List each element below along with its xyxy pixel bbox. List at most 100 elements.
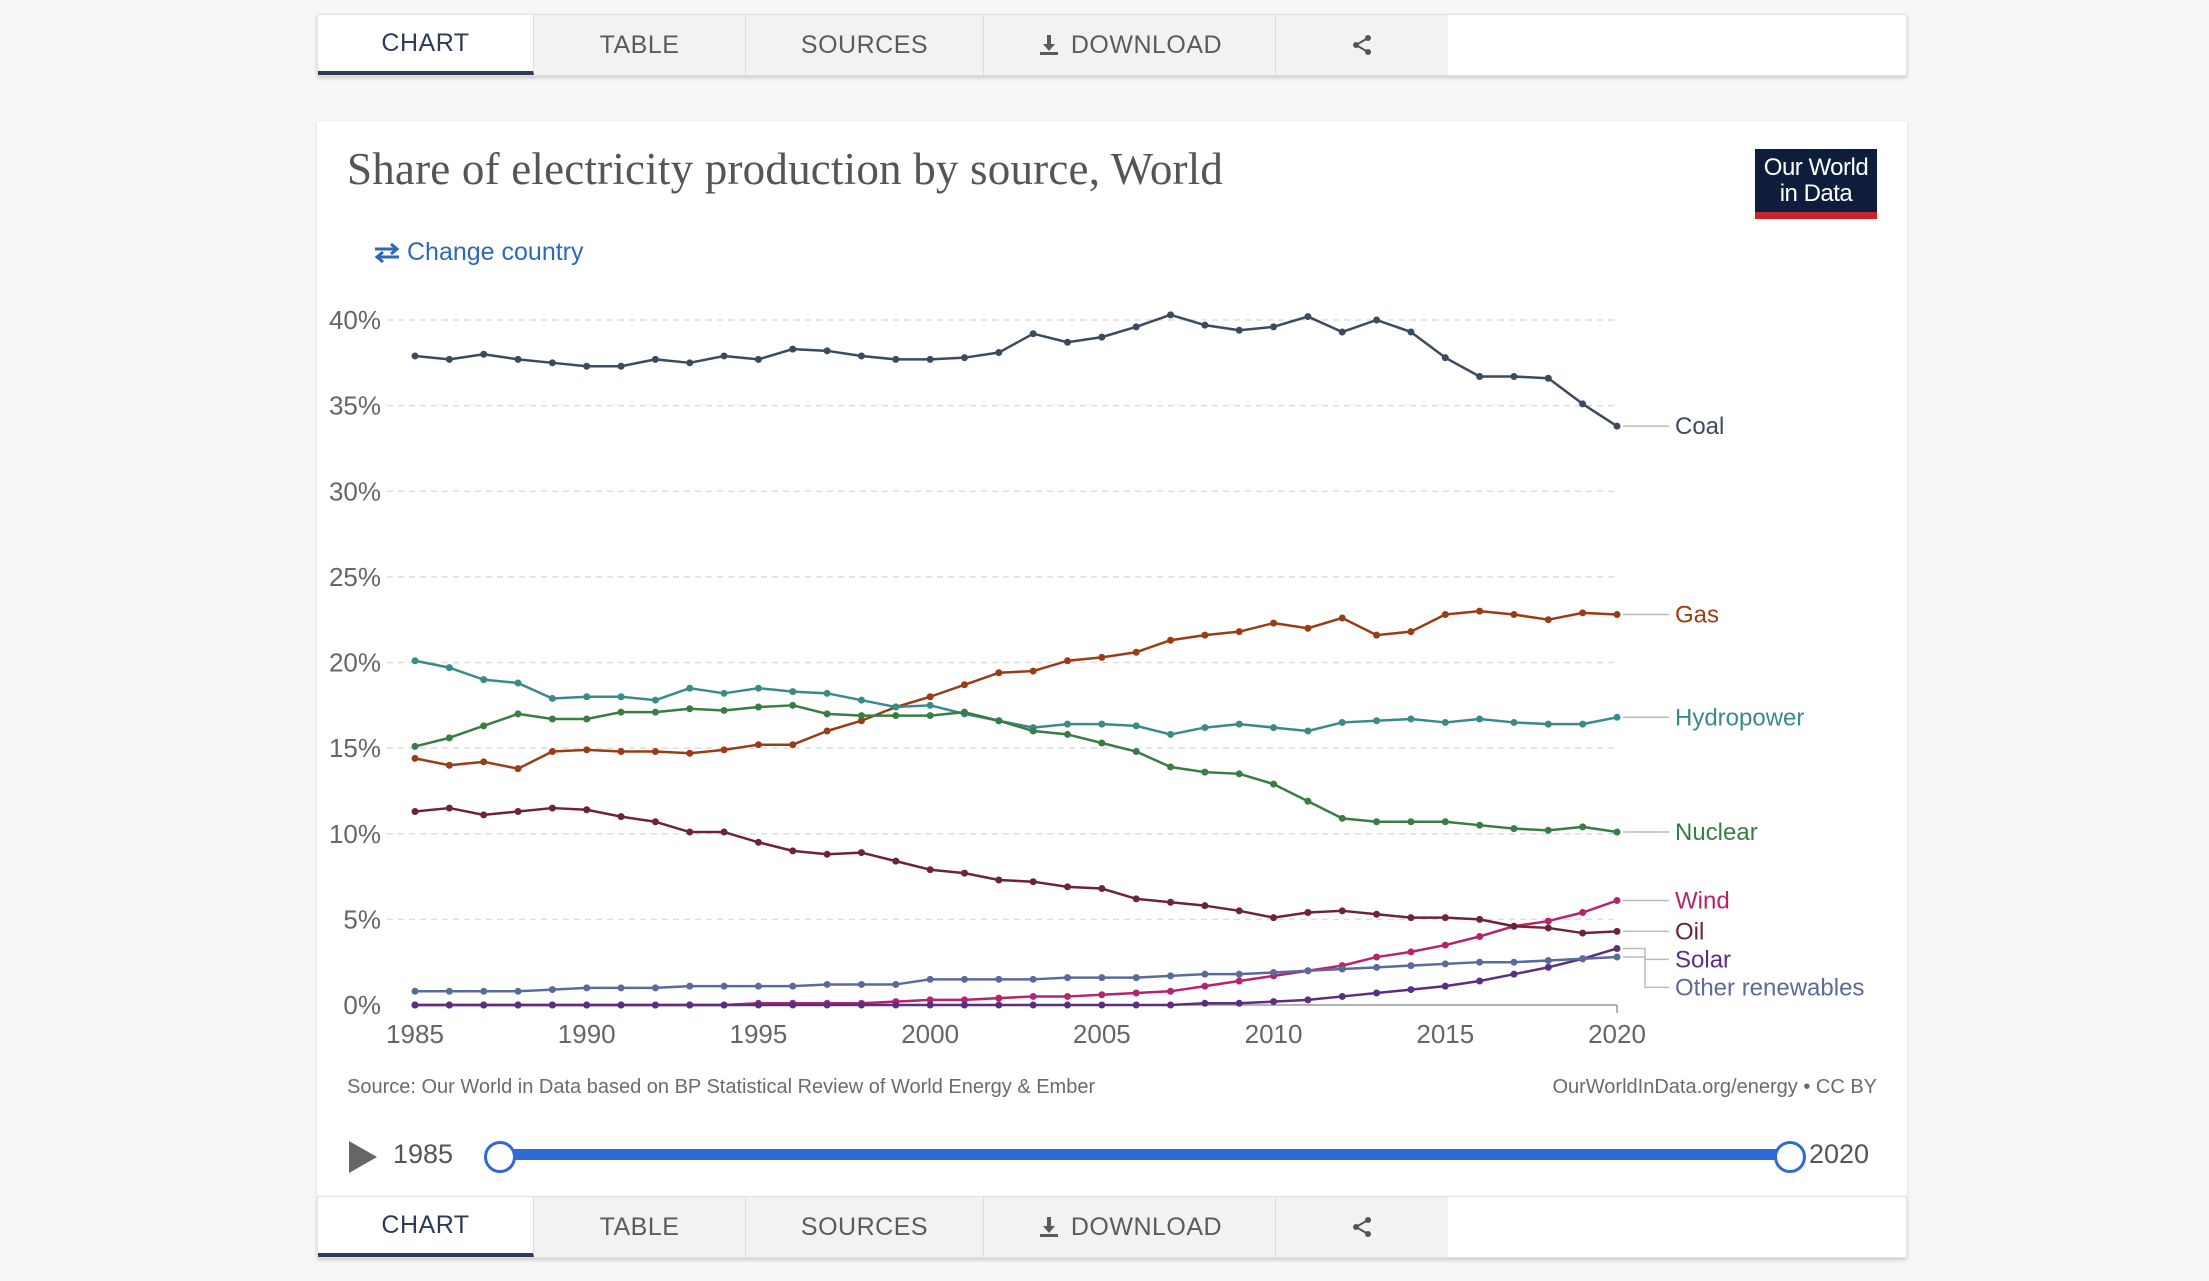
- tab-table-label: TABLE: [599, 30, 680, 59]
- y-tick-label: 0%: [343, 990, 381, 1020]
- data-point: [1407, 628, 1415, 636]
- timeline-start-handle[interactable]: [484, 1141, 516, 1173]
- chart-card: Share of electricity production by sourc…: [317, 121, 1907, 1196]
- data-point: [789, 345, 797, 353]
- data-point: [1613, 611, 1621, 619]
- data-point: [686, 705, 694, 713]
- data-point: [1613, 422, 1621, 430]
- y-tick-label: 25%: [329, 562, 381, 592]
- license-note[interactable]: OurWorldInData.org/energy • CC BY: [1552, 1076, 1877, 1098]
- data-point: [926, 355, 934, 363]
- data-point: [926, 1001, 934, 1009]
- data-point: [583, 715, 591, 723]
- data-point: [411, 807, 419, 815]
- data-point: [789, 847, 797, 855]
- data-point: [480, 811, 488, 819]
- data-point: [754, 982, 762, 990]
- data-point: [1029, 992, 1037, 1000]
- label-connector: [1623, 956, 1669, 989]
- tab-share[interactable]: [1276, 15, 1448, 75]
- data-point: [857, 717, 865, 725]
- data-point: [1510, 825, 1518, 833]
- timeline-slider[interactable]: [499, 1149, 1789, 1160]
- data-point: [926, 996, 934, 1004]
- data-point: [617, 362, 625, 370]
- tab-chart-bottom[interactable]: CHART: [318, 1197, 534, 1257]
- data-point: [1476, 715, 1484, 723]
- series-line: [414, 609, 1618, 770]
- data-point: [1373, 953, 1381, 961]
- data-point: [1579, 929, 1587, 937]
- series-label: Hydropower: [1675, 704, 1804, 731]
- data-point: [1544, 374, 1552, 382]
- data-point: [1201, 724, 1209, 732]
- data-point: [1167, 763, 1175, 771]
- data-point: [1544, 963, 1552, 971]
- data-point: [651, 708, 659, 716]
- series-label: Oil: [1675, 918, 1704, 945]
- data-point: [514, 807, 522, 815]
- data-point: [823, 980, 831, 988]
- data-point: [1407, 715, 1415, 723]
- tab-table-bottom[interactable]: TABLE: [534, 1197, 746, 1257]
- data-point: [548, 359, 556, 367]
- data-point: [1098, 720, 1106, 728]
- data-point: [1304, 313, 1312, 321]
- data-point: [1613, 944, 1621, 952]
- data-point: [720, 352, 728, 360]
- data-point: [1476, 958, 1484, 966]
- data-point: [892, 1001, 900, 1009]
- tab-sources[interactable]: SOURCES: [746, 15, 984, 75]
- logo-line1: Our World: [1763, 153, 1869, 181]
- data-point: [1064, 974, 1072, 982]
- series-line: [414, 659, 1618, 736]
- owid-logo[interactable]: Our World in Data: [1755, 149, 1877, 219]
- data-point: [720, 746, 728, 754]
- tab-sources-bottom[interactable]: SOURCES: [746, 1197, 984, 1257]
- tab-download-bottom[interactable]: DOWNLOAD: [984, 1197, 1276, 1257]
- data-point: [445, 355, 453, 363]
- data-point: [1235, 907, 1243, 915]
- tab-sources-label: SOURCES: [800, 30, 929, 59]
- timeline-end-handle[interactable]: [1774, 1141, 1806, 1173]
- y-tick-label: 10%: [329, 819, 381, 849]
- x-tick-label: 1995: [730, 1019, 788, 1049]
- data-point: [1029, 330, 1037, 338]
- data-point: [686, 982, 694, 990]
- data-point: [651, 355, 659, 363]
- data-point: [754, 703, 762, 711]
- change-country-button[interactable]: Change country: [373, 238, 584, 267]
- data-point: [1132, 974, 1140, 982]
- data-point: [1441, 718, 1449, 726]
- data-point: [1167, 311, 1175, 319]
- series-line: [414, 806, 1618, 935]
- series-label: Solar: [1675, 946, 1731, 973]
- tab-table[interactable]: TABLE: [534, 15, 746, 75]
- tab-chart[interactable]: CHART: [318, 15, 534, 75]
- data-point: [1613, 927, 1621, 935]
- data-point: [1441, 818, 1449, 826]
- tab-download[interactable]: DOWNLOAD: [984, 15, 1276, 75]
- data-point: [1304, 624, 1312, 632]
- data-point: [686, 1001, 694, 1009]
- data-point: [1270, 780, 1278, 788]
- data-point: [960, 869, 968, 877]
- x-tick-label: 2005: [1073, 1019, 1131, 1049]
- data-point: [1098, 885, 1106, 893]
- data-point: [1304, 727, 1312, 735]
- play-button[interactable]: [347, 1141, 377, 1178]
- data-point: [548, 804, 556, 812]
- data-point: [1201, 982, 1209, 990]
- download-icon: [1037, 1215, 1061, 1239]
- data-point: [514, 355, 522, 363]
- data-point: [617, 1001, 625, 1009]
- data-point: [1579, 909, 1587, 917]
- change-country-label: Change country: [407, 238, 584, 266]
- tab-share-bottom[interactable]: [1276, 1197, 1448, 1257]
- series-label: Nuclear: [1675, 819, 1758, 846]
- data-point: [1613, 897, 1621, 905]
- data-point: [1167, 898, 1175, 906]
- data-point: [480, 987, 488, 995]
- data-point: [1270, 619, 1278, 627]
- tab-sources-label: SOURCES: [800, 1212, 929, 1241]
